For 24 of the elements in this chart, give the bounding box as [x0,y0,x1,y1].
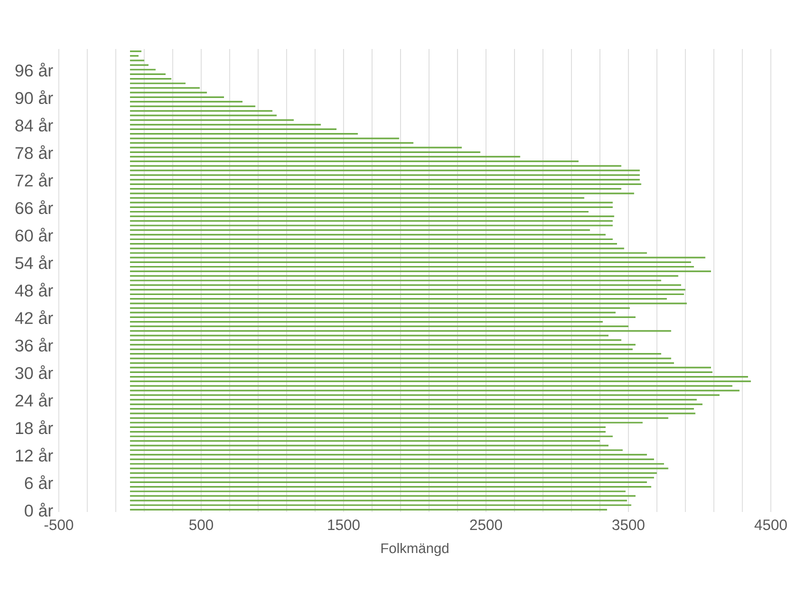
x-tick-label: 2500 [470,520,502,530]
y-tick-label: 84 år [15,118,53,132]
y-tick-label: 42 år [15,310,53,324]
x-tick-label: 1500 [328,520,360,530]
y-tick-label: 78 år [16,145,53,160]
x-tick-label: 4500 [754,520,787,530]
y-tick-label: 18 år [16,420,53,434]
x-tick-label: 500 [189,520,214,530]
x-tick-label: 3500 [612,520,644,530]
y-tick-label: 30 år [15,365,53,380]
x-axis-title: Folkmängd [381,542,448,556]
y-tick-label: 24 år [16,392,53,407]
y-tick-label: 90 år [15,90,53,104]
y-tick-label: 96 år [15,62,53,77]
y-tick-label: 36 år [15,338,53,352]
y-tick-label: 12 år [16,448,53,462]
y-tick-label: 66 år [16,200,53,214]
y-tick-label: 60 år [16,228,53,242]
y-tick-label: 0 år [24,502,53,517]
y-tick-label: 6 år [24,475,53,490]
x-tick-label: -500 [44,520,74,530]
y-tick-label: 72 år [16,172,53,187]
y-tick-label: 48 år [15,282,53,297]
y-tick-label: 54 år [15,255,53,270]
